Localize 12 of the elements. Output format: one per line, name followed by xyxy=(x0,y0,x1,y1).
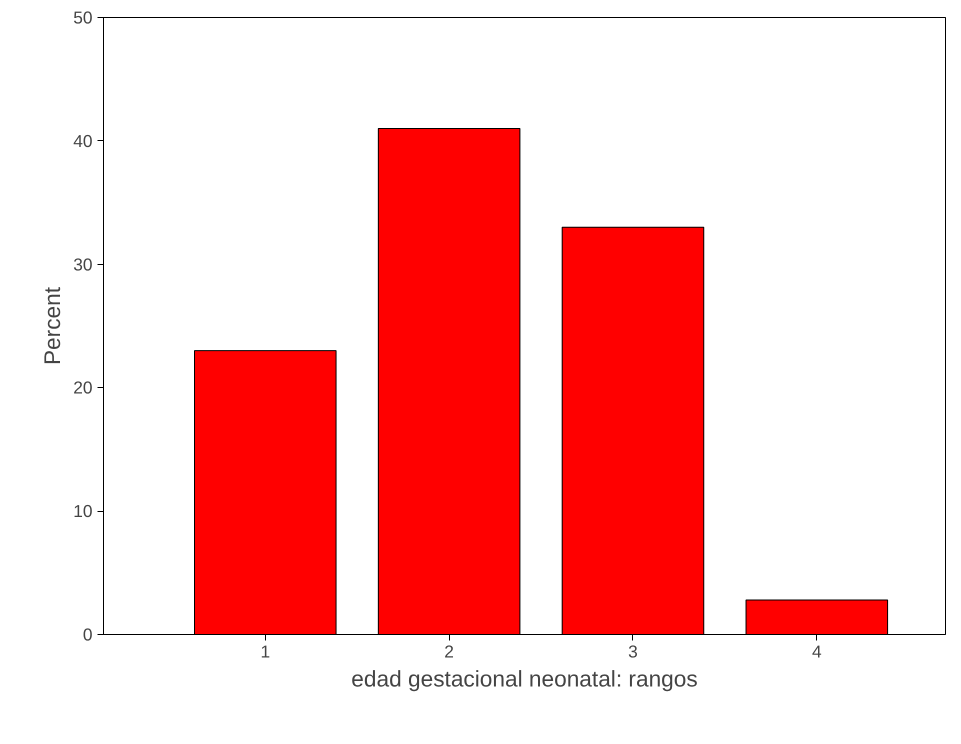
x-tick-label: 2 xyxy=(444,642,454,662)
y-tick-label: 20 xyxy=(73,378,93,398)
y-tick-label: 10 xyxy=(73,501,93,522)
y-tick-label: 0 xyxy=(82,624,93,644)
x-tick-label: 3 xyxy=(628,642,638,662)
y-tick-label: 50 xyxy=(73,8,93,28)
y-tick-label: 30 xyxy=(73,254,93,274)
y-axis-title: Percent xyxy=(39,286,66,366)
x-tick-label: 4 xyxy=(812,642,822,662)
y-tick-label: 40 xyxy=(73,130,93,151)
x-axis-title: edad gestacional neonatal: rangos xyxy=(351,666,698,692)
x-tick-label: 1 xyxy=(260,642,270,662)
